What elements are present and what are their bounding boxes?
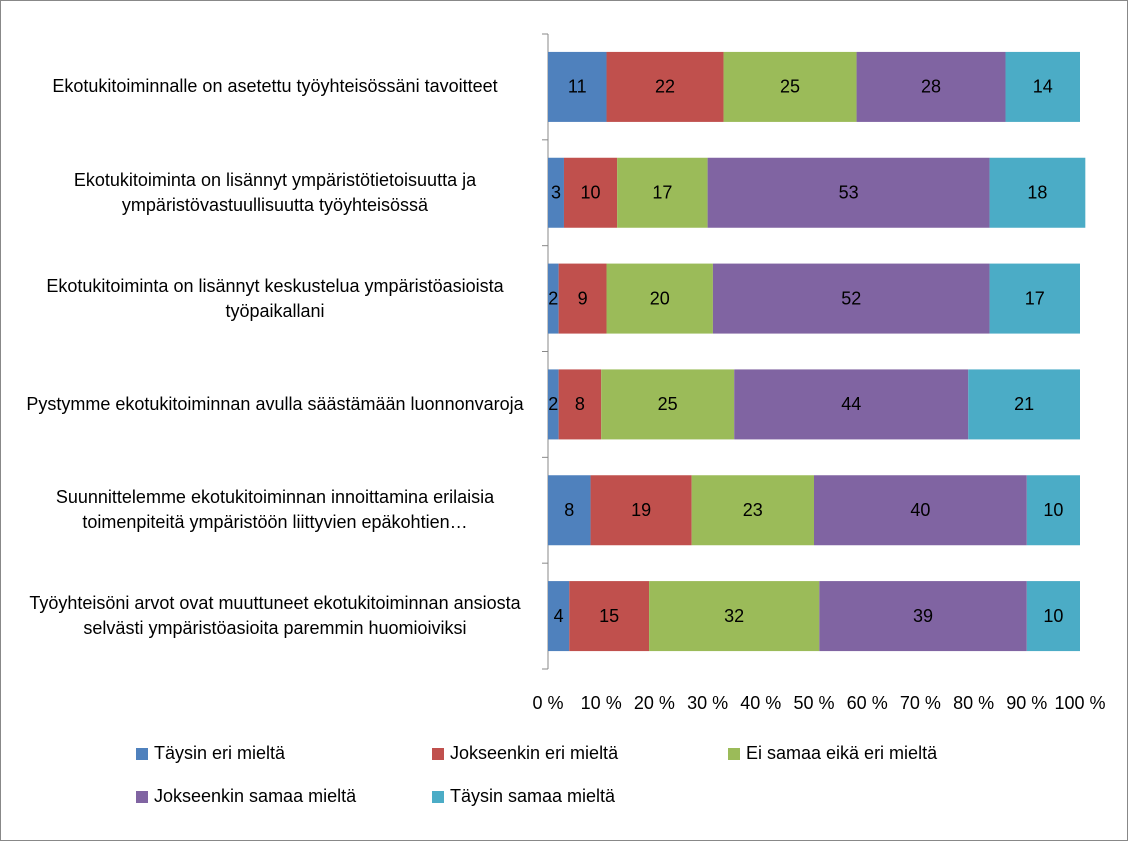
x-tick-label: 80 % <box>953 693 994 713</box>
category-label: Työyhteisöni arvot ovat muuttuneet ekotu… <box>29 593 521 639</box>
data-label: 10 <box>581 183 601 203</box>
data-label: 14 <box>1033 77 1053 97</box>
category-label: Ekotukitoiminnalle on asetettu työyhteis… <box>52 76 498 97</box>
bar-segment <box>617 157 708 228</box>
bar-segment <box>548 51 607 122</box>
bar-segment <box>548 581 570 652</box>
bar-segment <box>606 51 724 122</box>
data-label: 22 <box>655 77 675 97</box>
data-label: 28 <box>921 77 941 97</box>
legend-item: Jokseenkin samaa mieltä <box>136 786 432 807</box>
x-tick-label: 10 % <box>581 693 622 713</box>
bar-segment <box>989 157 1086 228</box>
data-label: 11 <box>568 77 587 97</box>
x-tick-label: 70 % <box>900 693 941 713</box>
x-tick-label: 100 % <box>1054 693 1105 713</box>
data-label: 40 <box>910 500 930 520</box>
legend-label: Täysin samaa mieltä <box>450 786 616 806</box>
bar-segment <box>989 263 1080 334</box>
data-label: 10 <box>1043 606 1063 626</box>
data-label: 8 <box>575 394 585 414</box>
bar-segment <box>1005 51 1080 122</box>
bar-segment <box>968 369 1080 440</box>
x-tick-label: 20 % <box>634 693 675 713</box>
data-label: 53 <box>839 183 859 203</box>
category-label: Pystymme ekotukitoiminnan avulla säästäm… <box>26 393 524 414</box>
x-tick-label: 40 % <box>740 693 781 713</box>
data-label: 10 <box>1043 500 1063 520</box>
legend: Täysin eri mieltä Jokseenkin eri mieltä Ei… <box>136 743 1036 807</box>
data-label: 17 <box>652 183 672 203</box>
legend-swatch <box>136 790 148 803</box>
legend-item: Täysin samaa mieltä <box>432 786 728 807</box>
bar-segment <box>548 475 591 546</box>
x-tick-label: 60 % <box>847 693 888 713</box>
bar-segment <box>590 475 692 546</box>
bar-segment <box>819 581 1027 652</box>
legend-label: Jokseenkin eri mieltä <box>450 743 619 763</box>
data-label: 2 <box>548 394 558 414</box>
legend-label: Jokseenkin samaa mieltä <box>154 786 357 806</box>
data-label: 19 <box>631 500 651 520</box>
data-label: 4 <box>554 606 564 626</box>
data-label: 23 <box>743 500 763 520</box>
x-tick-label: 0 % <box>532 693 563 713</box>
legend-swatch <box>728 747 740 760</box>
data-label: 21 <box>1014 394 1034 414</box>
data-label: 18 <box>1027 183 1047 203</box>
bar-segment <box>558 263 607 334</box>
bar-segment <box>558 369 602 440</box>
legend-item: Täysin eri mieltä <box>136 743 432 764</box>
data-label: 44 <box>841 394 861 414</box>
category-label: Ekotukitoiminta on lisännyt keskustelua … <box>46 275 504 321</box>
bar-segment <box>712 263 990 334</box>
x-tick-label: 50 % <box>793 693 834 713</box>
data-label: 3 <box>551 183 561 203</box>
data-label: 17 <box>1025 288 1045 308</box>
legend-swatch <box>432 747 444 760</box>
bar-segment <box>601 369 735 440</box>
bar-segment <box>734 369 969 440</box>
bar-segment <box>649 581 820 652</box>
bar-segment <box>548 369 559 440</box>
data-label: 32 <box>724 606 744 626</box>
data-label: 8 <box>564 500 574 520</box>
bar-segment <box>548 157 564 228</box>
legend-item: Jokseenkin eri mieltä <box>432 743 728 764</box>
bar-segment <box>691 475 814 546</box>
category-label: Suunnittelemme ekotukitoiminnan innoitta… <box>55 487 495 533</box>
legend-label: Ei samaa eikä eri mieltä <box>746 743 938 763</box>
legend-item: Ei samaa eikä eri mieltä <box>728 743 1024 764</box>
legend-label: Täysin eri mieltä <box>154 743 286 763</box>
data-label: 9 <box>578 288 588 308</box>
data-label: 2 <box>548 288 558 308</box>
x-tick-label: 30 % <box>687 693 728 713</box>
bar-segment <box>563 157 618 228</box>
bar-segment <box>707 157 990 228</box>
bar-segment <box>1026 475 1080 546</box>
data-label: 15 <box>599 606 619 626</box>
bar-segment <box>1026 581 1080 652</box>
bar-segment <box>856 51 1006 122</box>
data-label: 25 <box>780 77 800 97</box>
data-label: 52 <box>841 288 861 308</box>
data-label: 20 <box>650 288 670 308</box>
bar-segment <box>606 263 713 334</box>
bar-segment <box>723 51 857 122</box>
bar-segment <box>548 263 559 334</box>
bar-segment <box>569 581 650 652</box>
category-label: Ekotukitoiminta on lisännyt ympäristötie… <box>73 169 477 215</box>
bar-segment <box>814 475 1027 546</box>
legend-swatch <box>432 790 444 803</box>
legend-swatch <box>136 747 148 760</box>
x-tick-label: 90 % <box>1006 693 1047 713</box>
data-label: 25 <box>658 394 678 414</box>
data-label: 39 <box>913 606 933 626</box>
